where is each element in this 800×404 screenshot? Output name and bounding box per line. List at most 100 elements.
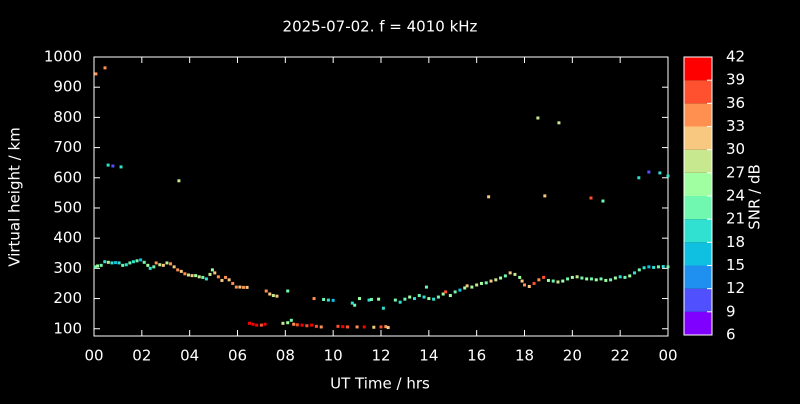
x-tick-label: 18 [515,347,534,365]
point [377,297,381,301]
point [424,285,428,289]
x-tick-label: 00 [84,347,103,365]
colorbar-bin [684,311,712,335]
colorbar-bin [684,242,712,266]
point [386,326,390,330]
point [551,279,555,283]
point [176,268,180,272]
point [103,66,107,70]
point [220,278,224,282]
point [152,265,156,269]
point [172,265,176,269]
point [128,261,132,265]
colorbar-tick-label: 42 [726,48,745,66]
point [637,176,641,180]
point [146,263,150,267]
point [444,290,448,294]
point [110,261,114,265]
point [210,268,214,272]
point [111,164,115,168]
point [139,258,143,262]
point [585,277,589,281]
colorbar-tick-label: 24 [726,187,745,205]
point [412,297,416,301]
point [241,285,245,289]
point [194,274,198,278]
point [350,301,354,305]
colorbar-bin [684,172,712,196]
point [319,325,323,329]
point [161,263,165,267]
point [441,292,445,296]
point [628,274,632,278]
point [518,275,522,279]
point [204,277,208,281]
point [231,281,235,285]
x-tick-label: 22 [611,347,630,365]
point [458,288,462,292]
point [542,275,546,279]
point [463,286,467,290]
point [326,298,330,302]
point [403,297,407,301]
point [372,325,376,329]
point [289,318,293,322]
point [658,171,662,175]
point [106,163,110,167]
point [259,323,263,327]
point [453,290,457,294]
colorbar-bin [684,57,712,81]
chart-title: 2025-07-02. f = 4010 kHz [283,18,478,36]
point [263,322,267,326]
point [154,261,158,265]
point [305,324,309,328]
point [281,321,285,325]
point [322,297,326,301]
point [331,298,335,302]
colorbar-tick-label: 30 [726,140,745,158]
x-tick-label: 12 [371,347,390,365]
colorbar-tick-label: 33 [726,117,745,135]
colorbar-bin [684,219,712,243]
point [487,195,491,199]
colorbar-tick-label: 12 [726,279,745,297]
point [314,324,318,328]
point [536,116,540,120]
point [520,279,524,283]
point [609,278,613,282]
colorbar-bin [684,265,712,289]
colorbar-tick-label: 15 [726,256,745,274]
point [666,265,670,269]
point [661,265,665,269]
point [604,278,608,282]
point [251,322,255,326]
point [190,274,194,278]
point [179,269,183,273]
y-tick-label: 500 [53,198,82,216]
point [271,294,275,298]
point [353,303,357,307]
point [355,325,359,329]
point [532,281,536,285]
point [295,323,299,327]
point [286,289,290,293]
y-tick-label: 1000 [44,48,82,66]
point [589,196,593,200]
point [312,297,316,301]
point [124,263,128,267]
point [436,295,440,299]
point [384,325,388,329]
point [613,276,617,280]
point [623,275,627,279]
colorbar-bin [684,149,712,173]
point [275,294,279,298]
y-tick-label: 900 [53,78,82,96]
colorbar-tick-label: 6 [726,326,736,344]
point [94,72,98,76]
point [494,278,498,282]
point [561,279,565,283]
x-tick-label: 20 [563,347,582,365]
colorbar-tick-label: 18 [726,233,745,251]
point [142,260,146,264]
